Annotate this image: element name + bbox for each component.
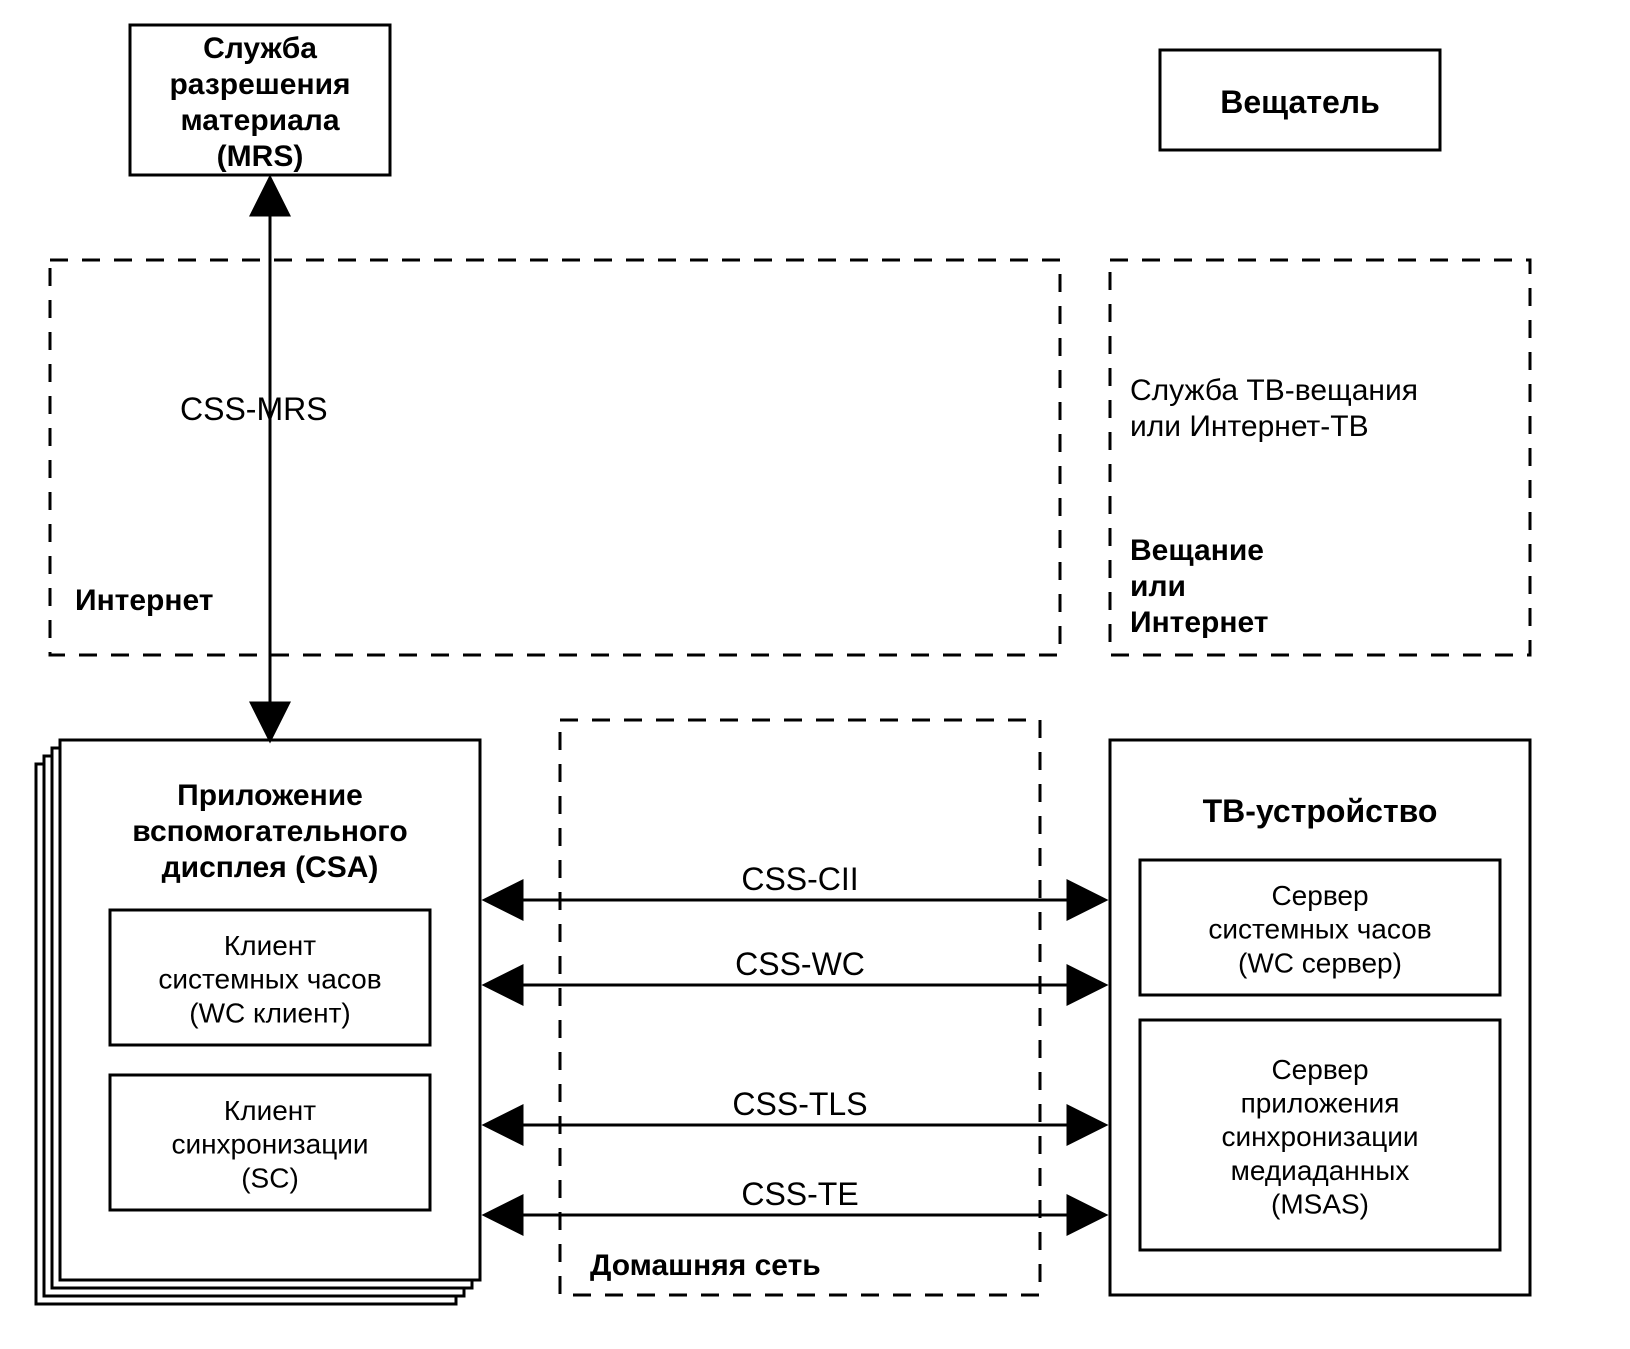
csa-wc-client-label-line: системных часов	[158, 964, 381, 995]
csa-title-line: Приложение	[177, 779, 363, 812]
label-cssmrs: CSS-MRS	[180, 391, 328, 427]
csa-sync-client-label-line: синхронизации	[171, 1129, 368, 1160]
csa-sync-client-label-line: Клиент	[224, 1095, 316, 1126]
tv-wc-server-label-line: системных часов	[1208, 914, 1431, 945]
label-veshor-line: Интернет	[1130, 606, 1269, 639]
tv-wc-server-label-line: Сервер	[1271, 880, 1368, 911]
mrs-label-line: Служба	[203, 32, 317, 65]
tv-msas-label-line: приложения	[1241, 1088, 1400, 1119]
tv-msas-label-line: (MSAS)	[1271, 1188, 1369, 1219]
label-internet: Интернет	[75, 584, 214, 617]
csa-title-line: дисплея (CSA)	[162, 851, 379, 884]
label-veshor-line: Вещание	[1130, 534, 1264, 567]
csa-wc-client-label-line: Клиент	[224, 930, 316, 961]
csa-sync-client-label-line: (SC)	[241, 1162, 299, 1193]
tv-msas-label-line: Сервер	[1271, 1054, 1368, 1085]
label-csscii: CSS-CII	[741, 861, 858, 897]
tv-msas-label-line: медиаданных	[1231, 1155, 1410, 1186]
label-veshor: ВещаниеилиИнтернет	[1130, 534, 1269, 639]
label-tvservice: Служба ТВ-вещанияили Интернет-ТВ	[1130, 374, 1418, 443]
tv-title: ТВ-устройство	[1203, 793, 1438, 829]
label-tvservice-line: или Интернет-ТВ	[1130, 410, 1369, 443]
mrs-label-line: (MRS)	[217, 140, 304, 173]
label-csstls: CSS-TLS	[732, 1086, 867, 1122]
label-csste: CSS-TE	[741, 1176, 858, 1212]
csa-wc-client-label-line: (WC клиент)	[189, 997, 350, 1028]
tv-msas-label-line: синхронизации	[1221, 1121, 1418, 1152]
label-homenet: Домашняя сеть	[590, 1249, 821, 1282]
mrs-label-line: разрешения	[169, 68, 350, 101]
label-veshor-line: или	[1130, 570, 1186, 603]
mrs-label-line: материала	[180, 104, 339, 137]
csa-title-line: вспомогательного	[132, 815, 407, 848]
broadcaster-label: Вещатель	[1220, 84, 1380, 120]
tv-title-line: ТВ-устройство	[1203, 793, 1438, 829]
broadcaster-label-line: Вещатель	[1220, 84, 1380, 120]
label-tvservice-line: Служба ТВ-вещания	[1130, 374, 1418, 407]
label-csswc: CSS-WC	[735, 946, 865, 982]
tv-wc-server-label-line: (WC сервер)	[1238, 947, 1402, 978]
